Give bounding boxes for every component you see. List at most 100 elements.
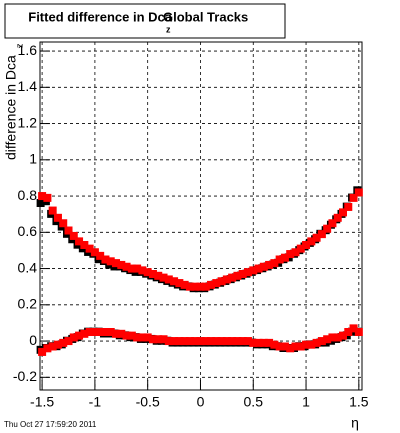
marker <box>69 231 78 240</box>
marker <box>112 329 121 338</box>
marker <box>64 337 73 346</box>
marker <box>338 208 347 217</box>
marker <box>127 331 136 340</box>
marker <box>328 333 337 342</box>
marker <box>80 329 89 338</box>
marker <box>307 340 316 349</box>
marker <box>159 335 168 344</box>
marker <box>64 226 73 235</box>
marker <box>122 262 131 271</box>
marker <box>75 237 84 246</box>
marker <box>228 273 237 282</box>
marker <box>180 280 189 289</box>
x-tick-label: -0.5 <box>136 394 160 410</box>
marker <box>333 213 342 222</box>
marker <box>275 255 284 264</box>
marker <box>85 244 94 253</box>
marker <box>80 241 89 249</box>
marker <box>323 335 332 344</box>
y-tick-label: 1 <box>29 151 37 167</box>
x-tick-label: 1 <box>302 394 310 410</box>
marker <box>228 337 237 346</box>
marker <box>101 255 110 264</box>
footer-date: Thu Oct 27 17:59:20 2011 <box>4 420 97 429</box>
marker <box>317 337 326 346</box>
y-tick-label: 1.2 <box>18 114 38 130</box>
y-tick-label: 1.4 <box>18 78 38 94</box>
marker <box>207 280 216 289</box>
marker <box>238 270 247 278</box>
marker <box>296 244 305 253</box>
marker <box>154 335 163 344</box>
marker <box>222 275 231 284</box>
marker <box>207 337 216 346</box>
x-tick-label: -1.5 <box>30 394 54 410</box>
marker <box>212 337 221 346</box>
marker <box>191 282 200 291</box>
marker <box>175 279 184 288</box>
marker <box>43 344 52 353</box>
marker <box>148 270 157 278</box>
marker <box>317 230 326 239</box>
marker <box>59 338 68 347</box>
marker <box>254 338 263 347</box>
marker <box>36 199 45 207</box>
marker <box>312 233 321 242</box>
title-subscript: z <box>166 24 171 34</box>
marker <box>270 340 279 349</box>
marker <box>201 337 210 346</box>
marker <box>196 337 205 346</box>
y-axis-label-subscript: z <box>14 43 24 48</box>
marker <box>127 264 136 273</box>
marker <box>53 213 62 222</box>
marker <box>265 338 274 347</box>
marker <box>233 271 242 280</box>
marker <box>106 328 115 336</box>
marker <box>354 328 363 336</box>
y-tick-label: 1.6 <box>18 42 38 58</box>
marker <box>180 337 189 346</box>
marker <box>143 268 152 277</box>
marker <box>296 342 305 351</box>
marker <box>48 206 57 215</box>
marker <box>201 282 210 291</box>
marker <box>185 337 194 346</box>
marker <box>307 237 316 246</box>
marker <box>286 250 295 259</box>
marker <box>349 193 358 202</box>
y-tick-label: 0.2 <box>18 296 38 312</box>
marker <box>159 273 168 282</box>
marker <box>243 337 252 346</box>
marker <box>259 338 268 347</box>
marker <box>254 264 263 273</box>
marker <box>275 342 284 351</box>
marker <box>286 344 295 353</box>
marker <box>270 259 279 268</box>
marker <box>217 337 226 346</box>
marker <box>138 333 147 342</box>
marker <box>170 337 179 346</box>
marker <box>344 328 353 336</box>
marker <box>212 279 221 288</box>
marker <box>280 253 289 262</box>
x-tick-label: 1.5 <box>349 394 369 410</box>
marker <box>138 266 147 275</box>
marker <box>148 335 157 344</box>
marker <box>185 282 194 291</box>
marker <box>69 333 78 342</box>
marker <box>59 219 68 228</box>
marker <box>164 275 173 284</box>
marker <box>249 338 258 347</box>
marker <box>164 337 173 346</box>
title-box <box>4 3 286 39</box>
marker <box>122 331 131 340</box>
marker <box>259 262 268 271</box>
marker <box>217 277 226 286</box>
marker <box>233 337 242 346</box>
marker <box>249 266 258 275</box>
x-axis-label: η <box>351 415 359 431</box>
marker <box>238 337 247 346</box>
marker <box>302 241 311 249</box>
marker <box>354 188 363 197</box>
